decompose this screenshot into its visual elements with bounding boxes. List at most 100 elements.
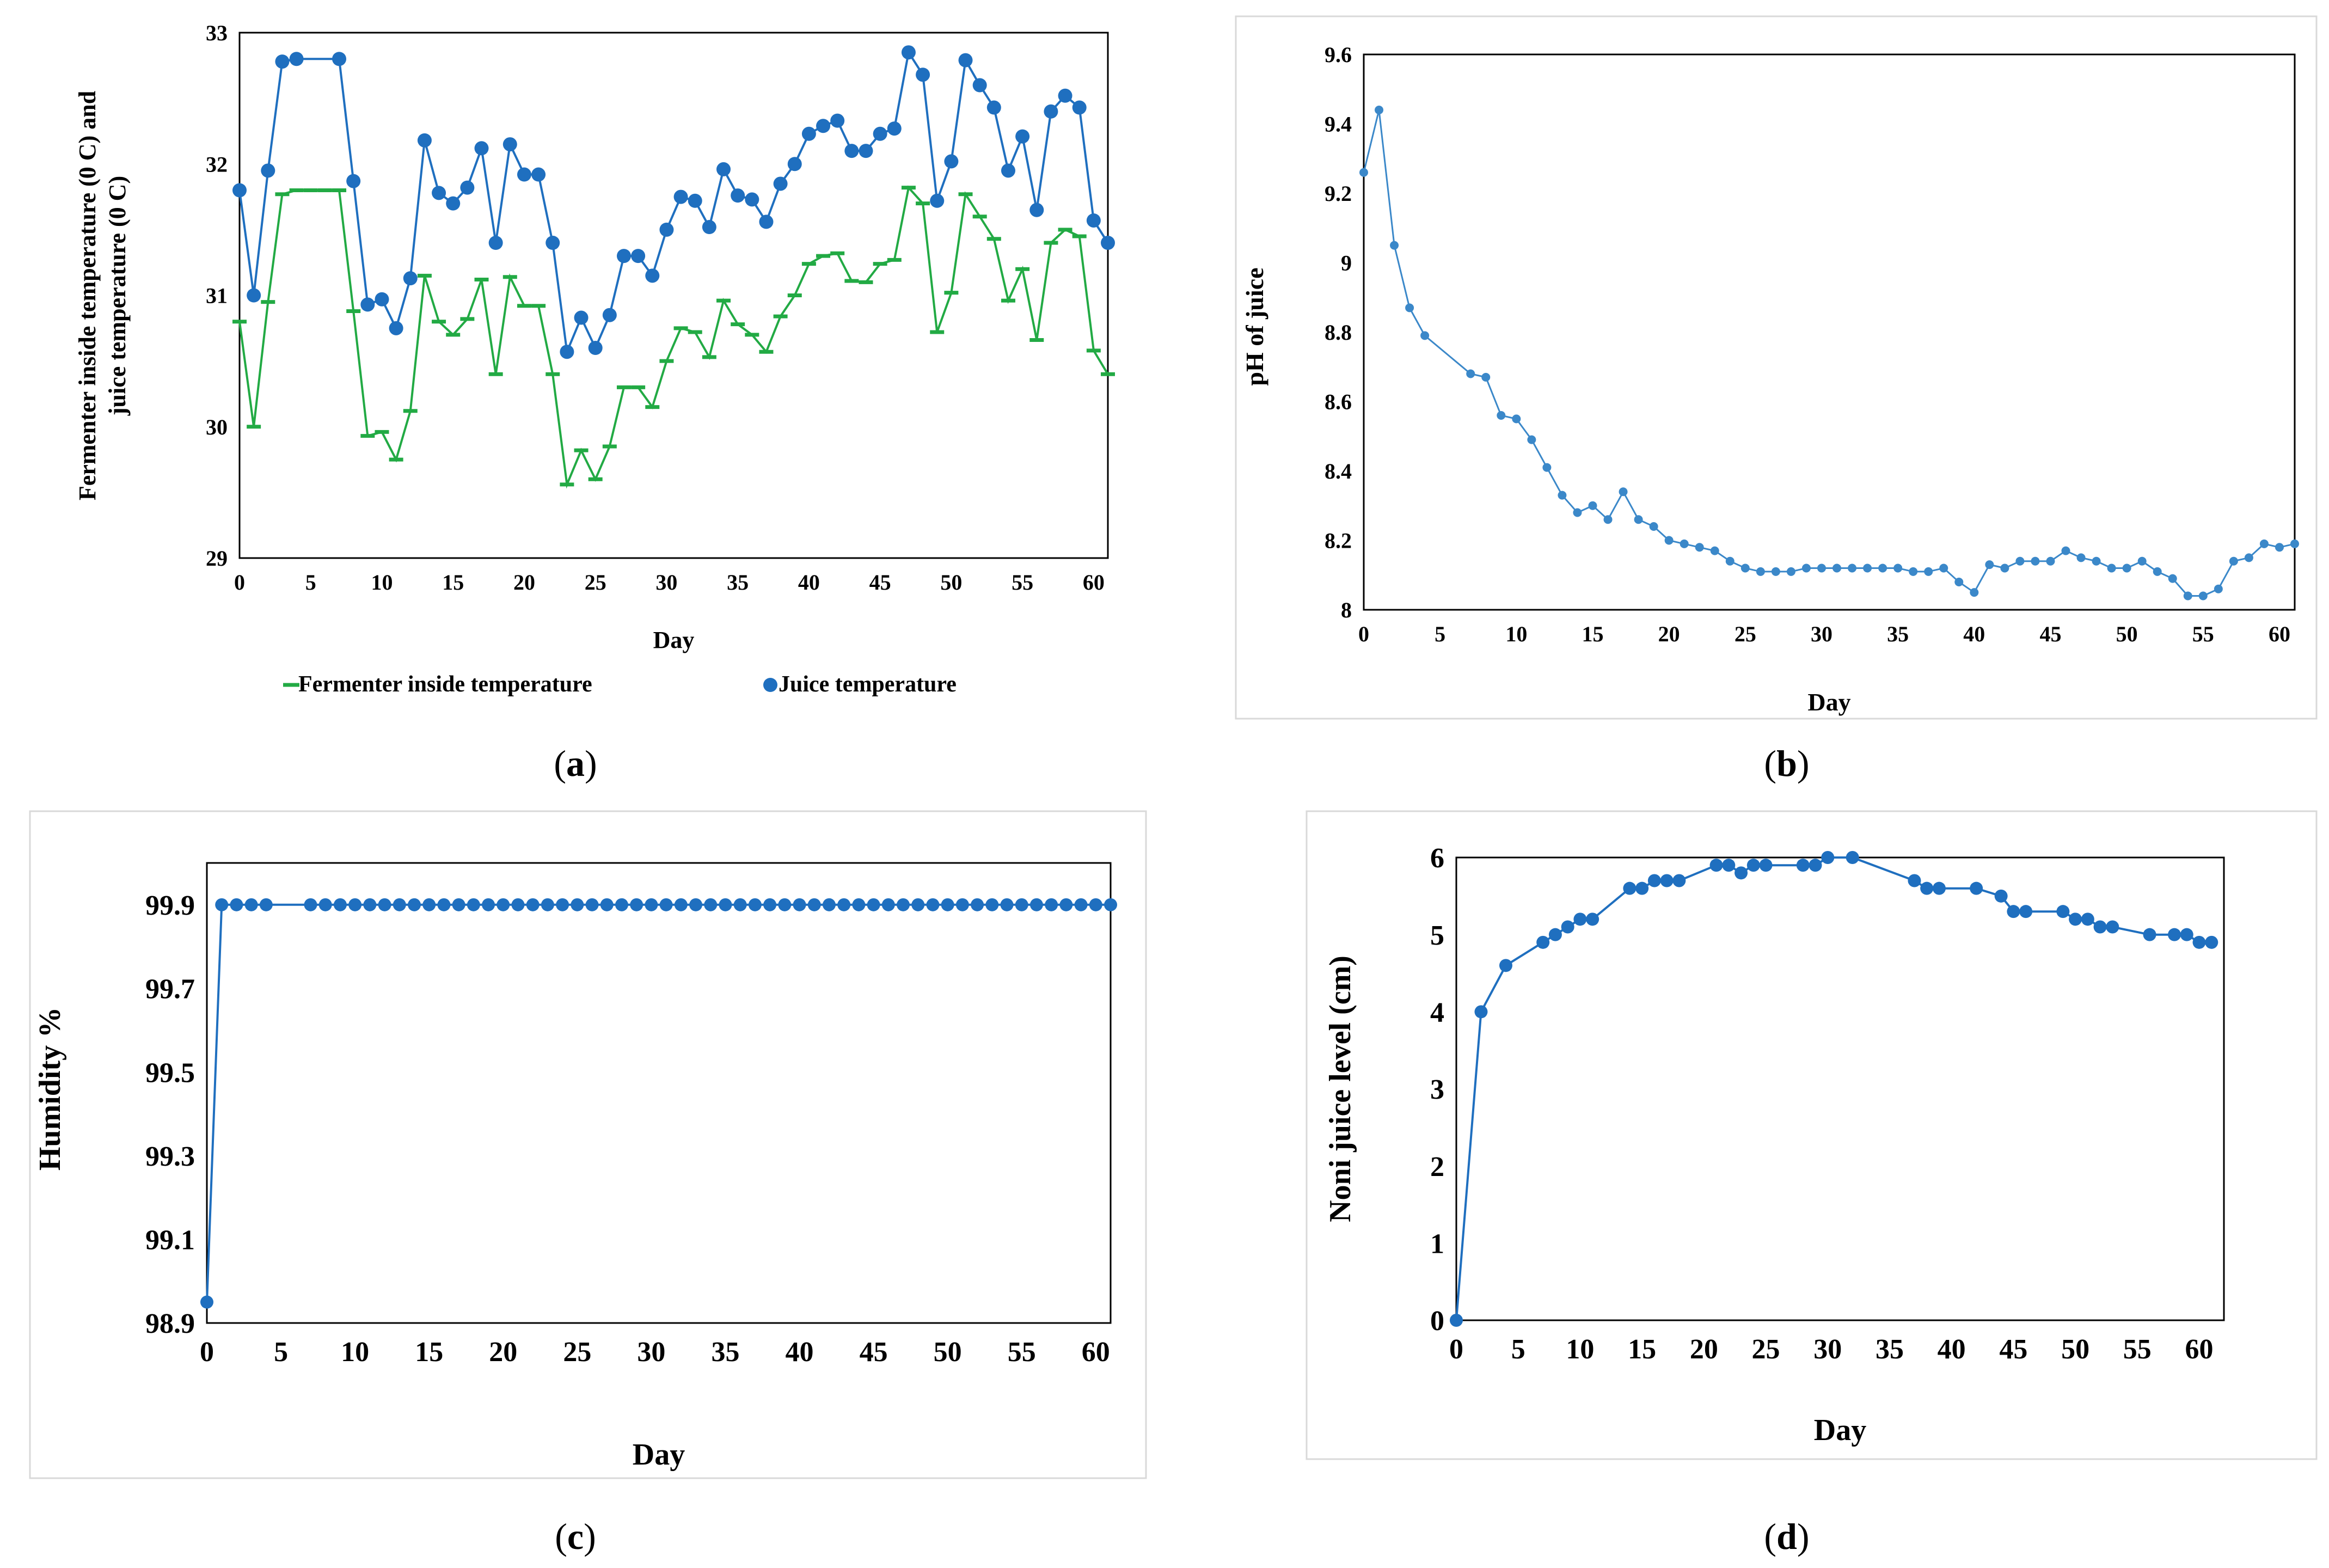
panel-b-series-0-point <box>2138 557 2147 566</box>
panel-b-series-0-point <box>1512 414 1521 423</box>
panel-d-series-0-point <box>1970 882 1983 895</box>
panel-c-series-0-point <box>941 898 954 911</box>
panel-a-series-1-point <box>560 345 574 359</box>
panel-b-x-tick-label: 20 <box>1658 622 1680 646</box>
panel-c-caption: (c) <box>555 1516 596 1557</box>
panel-c-y-axis-label: Humidity % <box>33 1007 67 1171</box>
panel-d-y-tick-label: 4 <box>1430 997 1444 1028</box>
panel-c-series-0-point <box>1059 898 1072 911</box>
panel-a-series-1-point <box>247 289 261 303</box>
panel-c-series-0-point <box>778 898 791 911</box>
panel-a-legend-marker-1 <box>763 678 777 692</box>
panel-d-series-0-point <box>1846 851 1859 864</box>
panel-b-y-tick-label: 9.6 <box>1325 42 1352 67</box>
panel-c-series-0-point <box>689 898 702 911</box>
panel-d-y-tick-label: 1 <box>1430 1229 1444 1260</box>
panel-b-series-0-point <box>1558 491 1566 500</box>
panel-c-series-0-point <box>422 898 436 911</box>
panel-c-series-0-point <box>348 898 361 911</box>
panel-c-series-0-point <box>586 898 599 911</box>
panel-d-x-tick-label: 0 <box>1449 1334 1463 1365</box>
panel-b-series-0-point <box>1726 557 1735 566</box>
panel-d-x-tick-label: 45 <box>1999 1334 2027 1365</box>
panel-d-series-0-point <box>1623 882 1636 895</box>
panel-a-series-1-point <box>1001 163 1015 177</box>
panel-c-series-0-point <box>245 898 258 911</box>
panel-c-x-tick-label: 40 <box>786 1337 814 1368</box>
panel-a-series-1-point <box>973 78 987 93</box>
panel-b-series-0-point <box>1970 588 1978 597</box>
panel-a-x-tick-label: 5 <box>305 570 316 595</box>
panel-d-series-0-point <box>1635 882 1648 895</box>
panel-b-series-0-point <box>1817 564 1826 573</box>
panel-a-y-tick-label: 30 <box>206 415 228 439</box>
panel-d-x-tick-label: 40 <box>1938 1334 1966 1365</box>
panel-b-x-tick-label: 5 <box>1435 622 1445 646</box>
panel-b-series-0-point <box>1772 567 1780 576</box>
panel-d-series-0-point <box>1797 859 1810 872</box>
panel-c-series-0-point <box>1001 898 1014 911</box>
panel-c-series-0-point <box>378 898 391 911</box>
panel-a-series-1-point <box>731 188 745 203</box>
panel-b-series-0-point <box>2290 540 2299 548</box>
panel-a-series-1-point <box>659 223 673 237</box>
panel-a-series-1-point <box>802 127 816 141</box>
panel-a-legend-label-1: Juice temperature <box>779 672 957 697</box>
panel-b-x-tick-label: 35 <box>1887 622 1909 646</box>
panel-b-series-0-point <box>1741 564 1750 573</box>
panel-a-series-1-point <box>788 157 802 171</box>
panel-b-caption: (b) <box>1764 743 1809 784</box>
panel-c-x-tick-label: 10 <box>341 1337 369 1368</box>
panel-a-series-1-point <box>830 114 844 128</box>
panel-d-x-axis-label: Day <box>1814 1413 1866 1447</box>
panel-a-series-1-point <box>774 176 788 191</box>
panel-b-series-0-point <box>2015 557 2024 566</box>
panel-b-series-0-point <box>2077 553 2086 562</box>
panel-b-series-0-point <box>1375 106 1383 114</box>
panel-b-series-0-point <box>1588 501 1597 510</box>
panel-a-y-tick-label: 29 <box>206 546 228 571</box>
panel-d-series-0-point <box>1821 851 1834 864</box>
panel-c-border <box>30 811 1146 1478</box>
panel-c-series-0-point <box>808 898 821 911</box>
panel-c-x-tick-label: 55 <box>1008 1337 1036 1368</box>
panel-b-chart: 0 5 10 15 20 25 30 35 40 45 50 55 6088.28.48.68.899.… <box>1241 42 2299 784</box>
panel-b-x-tick-label: 55 <box>2192 622 2214 646</box>
panel-c-x-tick-label: 50 <box>934 1337 962 1368</box>
panel-b-series-0-point <box>1405 303 1414 312</box>
panel-a-x-tick-label: 30 <box>655 570 677 595</box>
panel-d-series-0-point <box>2106 921 2119 934</box>
panel-d-series-0-point <box>1536 936 1549 949</box>
panel-b-series-0-point <box>2214 585 2223 593</box>
panel-c-series-0-point <box>319 898 332 911</box>
panel-d-x-tick-label: 5 <box>1511 1334 1525 1365</box>
panel-b-series-0-point <box>1680 540 1689 548</box>
panel-c-y-tick-label: 99.9 <box>145 890 195 921</box>
panel-d-series-0-point <box>1710 859 1723 872</box>
panel-c-x-axis-label: Day <box>633 1438 685 1472</box>
panel-c-x-tick-label: 20 <box>489 1337 517 1368</box>
panel-d-x-tick-label: 55 <box>2123 1334 2152 1365</box>
panel-c-y-tick-label: 99.1 <box>145 1225 195 1256</box>
panel-d-x-tick-label: 30 <box>1813 1334 1842 1365</box>
panel-a-x-tick-label: 35 <box>727 570 749 595</box>
panel-b-series-0-point <box>1497 411 1505 420</box>
panel-a-y-tick-label: 32 <box>206 152 228 176</box>
panel-d-series-0-point <box>1586 912 1599 926</box>
panel-d-series-0-point <box>1474 1005 1487 1018</box>
panel-b-series-0-point <box>2031 557 2039 566</box>
panel-b-y-tick-label: 9 <box>1341 251 1352 275</box>
panel-c-series-0-point <box>215 898 228 911</box>
panel-b-series-0-point <box>1573 509 1582 517</box>
panel-d-series-0-point <box>2019 905 2032 918</box>
panel-a-series-1-point <box>360 297 375 311</box>
panel-c-y-tick-label: 98.9 <box>145 1308 195 1339</box>
panel-a-x-tick-label: 40 <box>798 570 820 595</box>
panel-b-x-axis-label: Day <box>1807 688 1850 716</box>
panel-c-series-0-point <box>1030 898 1043 911</box>
panel-b-series-0-point <box>2260 540 2269 548</box>
panel-d-series-0-point <box>1809 859 1822 872</box>
panel-a-series-1-point <box>489 236 503 250</box>
panel-a-series-1-point <box>745 192 759 206</box>
